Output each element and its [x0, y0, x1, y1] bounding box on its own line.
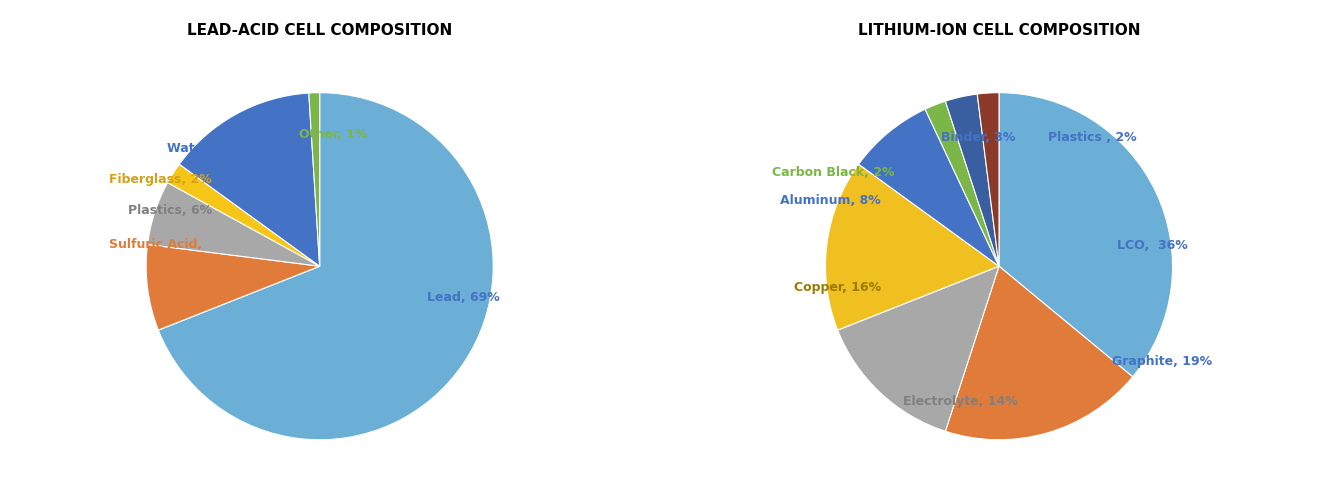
Text: Electrolyte, 14%: Electrolyte, 14% — [903, 395, 1018, 408]
Text: Copper, 16%: Copper, 16% — [794, 281, 880, 293]
Wedge shape — [946, 94, 999, 266]
Wedge shape — [180, 93, 320, 266]
Wedge shape — [859, 109, 999, 266]
Text: Plastics , 2%: Plastics , 2% — [1047, 131, 1136, 144]
Wedge shape — [838, 266, 999, 431]
Wedge shape — [999, 93, 1172, 377]
Wedge shape — [978, 93, 999, 266]
Text: Fiberglass, 2%: Fiberglass, 2% — [109, 173, 212, 186]
Wedge shape — [147, 245, 320, 330]
Title: LITHIUM-ION CELL COMPOSITION: LITHIUM-ION CELL COMPOSITION — [858, 23, 1140, 38]
Wedge shape — [946, 266, 1132, 440]
Title: LEAD-ACID CELL COMPOSITION: LEAD-ACID CELL COMPOSITION — [186, 23, 453, 38]
Text: Other, 1%: Other, 1% — [300, 128, 368, 141]
Wedge shape — [826, 164, 999, 330]
Wedge shape — [168, 164, 320, 266]
Text: Lead, 69%: Lead, 69% — [428, 291, 500, 304]
Text: Water, 14%: Water, 14% — [168, 141, 246, 155]
Wedge shape — [159, 93, 493, 440]
Wedge shape — [148, 182, 320, 266]
Wedge shape — [309, 93, 320, 266]
Text: Aluminum, 8%: Aluminum, 8% — [781, 194, 880, 207]
Text: Sulfuric Acid,
8%: Sulfuric Acid, 8% — [108, 238, 201, 266]
Text: Graphite, 19%: Graphite, 19% — [1112, 355, 1212, 368]
Text: LCO,  36%: LCO, 36% — [1118, 239, 1188, 252]
Wedge shape — [926, 101, 999, 266]
Text: Binder, 3%: Binder, 3% — [940, 131, 1015, 144]
Text: Plastics, 6%: Plastics, 6% — [128, 204, 212, 217]
Text: Carbon Black, 2%: Carbon Black, 2% — [773, 166, 895, 179]
